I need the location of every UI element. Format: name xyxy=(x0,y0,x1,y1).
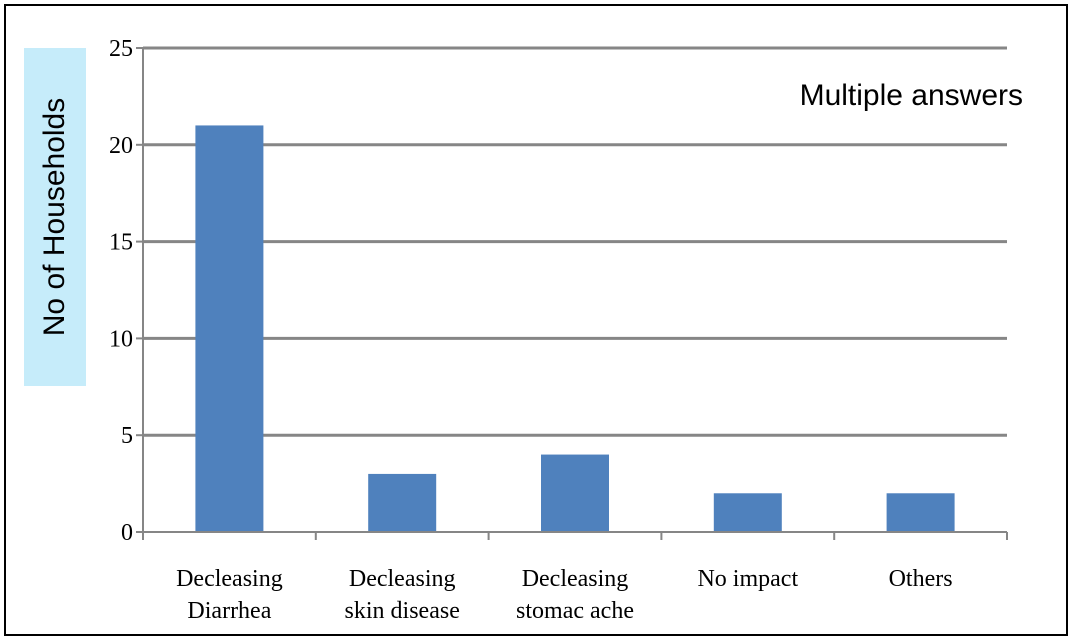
y-tick-label: 20 xyxy=(109,133,133,159)
bars xyxy=(195,125,955,532)
x-category-labels: Decleasing Diarrhea Decleasing skin disease… xyxy=(176,566,953,624)
x-category-label: skin disease xyxy=(345,598,460,624)
y-tick-label: 5 xyxy=(121,423,133,449)
x-category-label: Decleasing xyxy=(176,566,283,592)
bar xyxy=(541,454,609,532)
x-category-label: Others xyxy=(889,566,953,592)
gridlines xyxy=(143,46,1007,437)
y-tick-label: 10 xyxy=(109,326,133,352)
y-tick-label: 15 xyxy=(109,230,133,256)
x-category-label: stomac ache xyxy=(516,598,634,624)
x-category-label: No impact xyxy=(697,566,798,592)
annotation-multiple-answers: Multiple answers xyxy=(800,79,1023,112)
bar xyxy=(195,125,264,532)
y-tick-label: 25 xyxy=(109,36,133,62)
bar xyxy=(713,493,782,532)
y-tick-label: 0 xyxy=(121,520,133,546)
bar xyxy=(886,493,955,532)
bar xyxy=(368,473,437,532)
y-axis-label: No of Households xyxy=(38,98,71,336)
x-category-label: Decleasing xyxy=(522,566,629,592)
x-category-label: Decleasing xyxy=(349,566,456,592)
axes xyxy=(136,47,1008,540)
x-category-label: Diarrhea xyxy=(187,598,271,624)
y-tick-labels: 0 5 10 15 20 25 xyxy=(109,36,133,546)
y-axis-label-background xyxy=(24,48,86,386)
